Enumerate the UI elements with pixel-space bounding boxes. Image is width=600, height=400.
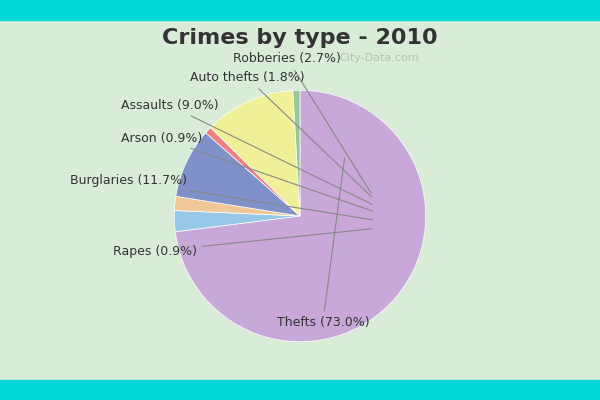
- Wedge shape: [206, 128, 300, 216]
- Text: City-Data.com: City-Data.com: [340, 52, 419, 62]
- Wedge shape: [174, 210, 300, 232]
- Text: Rapes (0.9%): Rapes (0.9%): [113, 229, 371, 258]
- Wedge shape: [175, 90, 426, 342]
- Text: Crimes by type - 2010: Crimes by type - 2010: [162, 28, 438, 48]
- Text: Auto thefts (1.8%): Auto thefts (1.8%): [190, 71, 371, 196]
- Text: Assaults (9.0%): Assaults (9.0%): [121, 99, 372, 204]
- Text: Arson (0.9%): Arson (0.9%): [121, 132, 373, 211]
- Wedge shape: [211, 90, 300, 216]
- Wedge shape: [175, 196, 300, 216]
- Wedge shape: [176, 133, 300, 216]
- Text: Thefts (73.0%): Thefts (73.0%): [277, 158, 369, 329]
- Wedge shape: [293, 90, 300, 216]
- Text: Burglaries (11.7%): Burglaries (11.7%): [70, 174, 373, 220]
- Text: Robberies (2.7%): Robberies (2.7%): [233, 52, 371, 193]
